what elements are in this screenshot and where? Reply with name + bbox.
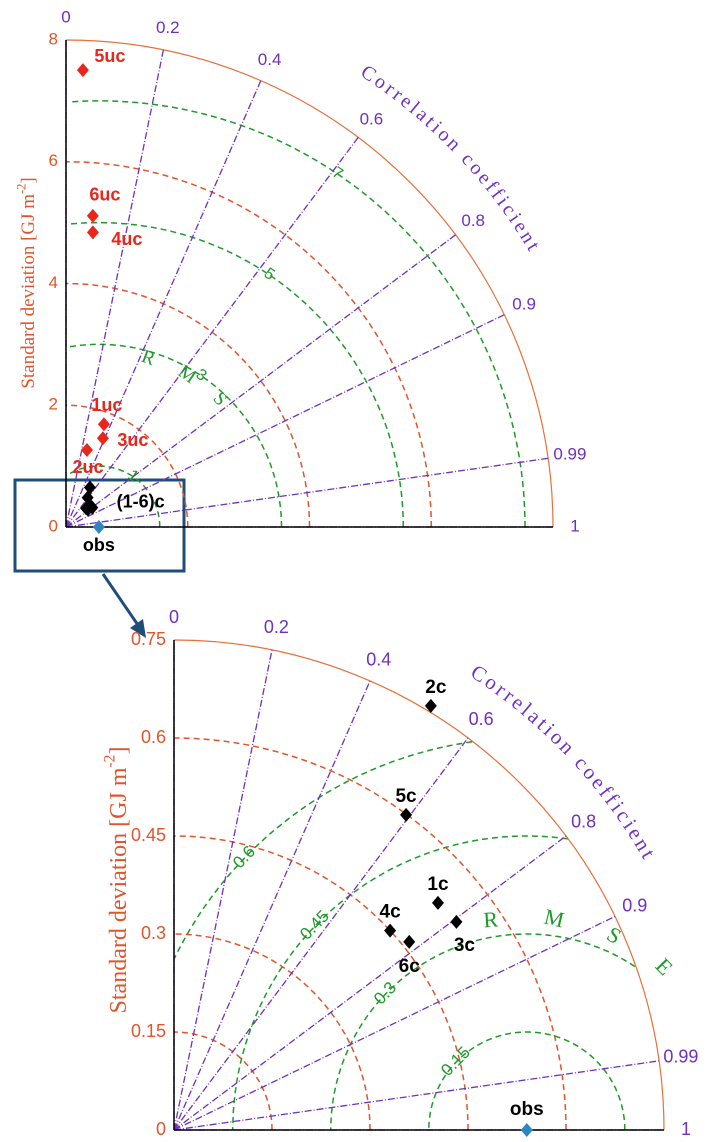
point	[80, 443, 93, 458]
point	[97, 417, 110, 432]
point-label: 1c	[427, 874, 449, 895]
point	[384, 923, 397, 938]
y-axis-label-part: ]	[106, 747, 132, 755]
corr-tick-label: 0.99	[663, 1047, 698, 1067]
y-axis-label-part: ]	[18, 177, 39, 183]
zoom-box	[13, 478, 186, 573]
point-label: 4uc	[111, 229, 142, 249]
point	[96, 431, 109, 446]
corr-tick-label: 0.2	[156, 18, 180, 37]
point-label: 1uc	[91, 395, 122, 415]
y-tick-label: 6	[49, 151, 58, 170]
point	[76, 63, 89, 78]
point-label: 3c	[454, 935, 476, 956]
y-axis-label-sup: -2	[14, 184, 28, 194]
point-label: 6uc	[89, 185, 120, 205]
group-label: (1-6)c	[117, 492, 165, 512]
corr-line	[173, 680, 371, 1131]
std-arc	[65, 161, 432, 528]
y-tick-label: 0.6	[141, 727, 166, 747]
corr-line	[173, 737, 469, 1131]
point	[424, 698, 437, 713]
obs-marker	[520, 1123, 533, 1137]
y-tick-label: 0.3	[141, 923, 166, 943]
std-arc	[65, 404, 189, 528]
corr-line	[65, 314, 505, 528]
rmse-arc	[67, 221, 404, 527]
y-axis-label-sup: -2	[101, 755, 118, 768]
point-label: 3uc	[117, 430, 148, 450]
std-arc	[173, 933, 371, 1131]
corr-tick-label: 0.8	[571, 812, 596, 832]
corr-tick-label: 1	[681, 1119, 691, 1139]
rmse-arc	[232, 835, 568, 1130]
rmse-arc	[67, 343, 283, 527]
corr-tick-label: 0.99	[553, 445, 586, 464]
point	[403, 934, 416, 949]
point	[431, 895, 444, 910]
point	[81, 502, 94, 517]
rmse-arc	[69, 100, 526, 527]
point-label: 5c	[395, 786, 417, 807]
corr-tick-label: 1	[570, 516, 579, 535]
outer-arc	[173, 639, 665, 1131]
y-tick-label: 2	[49, 395, 58, 414]
point	[86, 225, 99, 240]
corr-line	[173, 649, 273, 1131]
point-label: 5uc	[94, 46, 125, 66]
point	[86, 208, 99, 223]
y-tick-label: 0.75	[131, 629, 166, 649]
std-arc	[173, 737, 567, 1131]
corr-tick-label: 0	[169, 607, 179, 627]
point	[400, 807, 413, 822]
zoom-arrow	[101, 573, 142, 629]
point-label: 2uc	[72, 457, 103, 477]
rmse-arc	[173, 741, 473, 959]
point	[81, 490, 94, 505]
corr-line	[65, 80, 262, 528]
corr-line	[173, 1060, 660, 1131]
obs-label: obs	[83, 535, 115, 555]
corr-tick-label: 0	[61, 7, 70, 26]
obs-marker	[92, 520, 105, 534]
point-label: 4c	[380, 902, 402, 923]
y-tick-label: 8	[49, 29, 58, 48]
corr-line	[173, 915, 616, 1131]
point-label: 6c	[399, 956, 421, 977]
corr-tick-label: 0.8	[461, 211, 485, 230]
corr-line	[65, 457, 549, 528]
corr-tick-label: 0.6	[360, 109, 384, 128]
std-arc	[65, 282, 311, 528]
y-tick-label: 0	[156, 1119, 166, 1139]
y-axis-label: Standard deviation [GJ m-2]	[14, 177, 39, 388]
y-axis-label-part: Standard deviation [GJ m	[106, 767, 132, 1013]
rmse-arc	[65, 465, 161, 527]
corr-tick-label: 0.9	[512, 295, 536, 314]
y-tick-label: 0	[49, 516, 58, 535]
corr-tick-label: 0.2	[264, 617, 289, 637]
point-label: 2c	[425, 677, 447, 698]
corr-line	[65, 234, 456, 528]
y-axis-label: Standard deviation [GJ m-2]	[101, 747, 132, 1014]
y-tick-label: 0.15	[131, 1021, 166, 1041]
corr-line	[173, 835, 567, 1131]
point	[450, 914, 463, 929]
corr-tick-label: 0.9	[622, 896, 647, 916]
y-axis-label-part: Standard deviation [GJ m	[18, 194, 39, 389]
std-arc	[173, 835, 469, 1131]
obs-label: obs	[510, 1099, 544, 1120]
corr-tick-label: 0.6	[469, 709, 494, 729]
y-tick-label: 4	[49, 273, 58, 292]
y-tick-label: 0.45	[131, 825, 166, 845]
corr-line	[65, 137, 359, 528]
corr-line	[65, 49, 165, 528]
zoom-arrow-head	[130, 619, 146, 638]
point	[83, 480, 96, 495]
rmse-arc	[330, 933, 636, 1130]
rmse-arc	[428, 1031, 626, 1130]
corr-tick-label: 0.4	[366, 649, 391, 669]
outer-arc	[65, 39, 554, 528]
corr-tick-label: 0.4	[258, 50, 282, 69]
